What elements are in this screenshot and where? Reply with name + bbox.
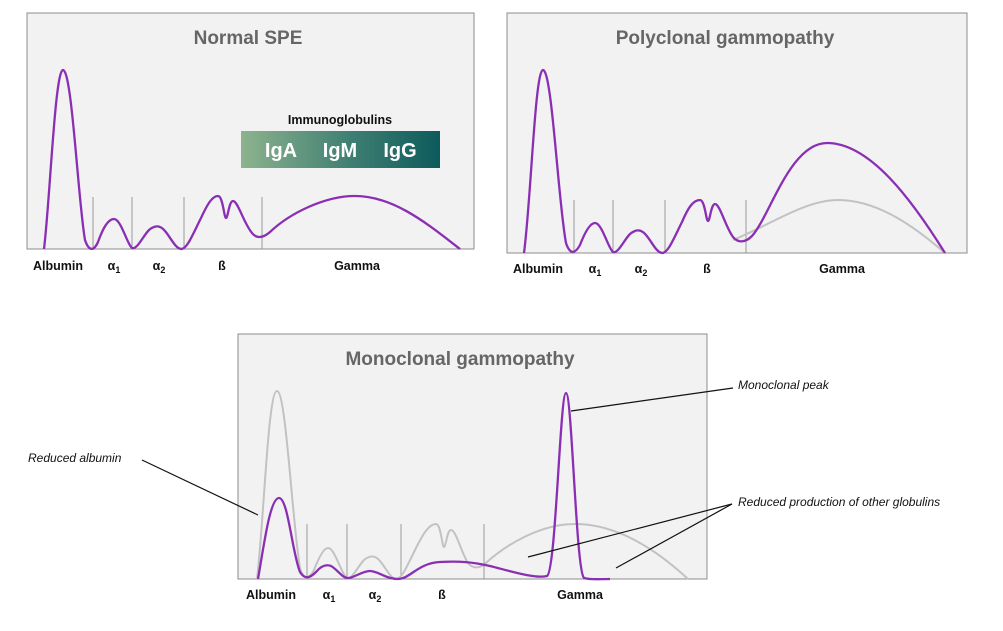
monoclonal-alpha1-label: α1 [323, 588, 336, 604]
reduced-globulins-annotation: Reduced production of other globulins [738, 495, 940, 509]
polyclonal-panel-frame [507, 13, 967, 253]
monoclonal-beta-label: ß [438, 588, 446, 602]
monoclonal-albumin-label: Albumin [246, 588, 296, 602]
immunoglobulins-heading: Immunoglobulins [288, 113, 392, 127]
polyclonal-panel: Polyclonal gammopathy Albumin α1 α2 ß Ga… [507, 13, 967, 278]
normal-alpha1-label: α1 [108, 259, 121, 275]
polyclonal-beta-label: ß [703, 262, 711, 276]
igm-label: IgM [323, 140, 357, 162]
monoclonal-gamma-label: Gamma [557, 588, 604, 602]
normal-gamma-label: Gamma [334, 259, 381, 273]
iga-label: IgA [265, 140, 297, 162]
normal-alpha2-label: α2 [153, 259, 166, 275]
igg-label: IgG [383, 140, 416, 162]
normal-albumin-label: Albumin [33, 259, 83, 273]
polyclonal-fraction-labels: Albumin α1 α2 ß Gamma [513, 262, 866, 278]
normal-spe-panel: Normal SPE Immunoglobulins IgA IgM IgG A… [27, 13, 474, 275]
polyclonal-albumin-label: Albumin [513, 262, 563, 276]
normal-fraction-labels: Albumin α1 α2 ß Gamma [33, 259, 381, 275]
polyclonal-alpha2-label: α2 [635, 262, 648, 278]
monoclonal-panel-frame [238, 334, 707, 579]
polyclonal-gamma-label: Gamma [819, 262, 866, 276]
monoclonal-panel-title: Monoclonal gammopathy [345, 349, 575, 370]
normal-beta-label: ß [218, 259, 226, 273]
monoclonal-alpha2-label: α2 [369, 588, 382, 604]
polyclonal-alpha1-label: α1 [589, 262, 602, 278]
polyclonal-panel-title: Polyclonal gammopathy [616, 28, 835, 49]
monoclonal-peak-annotation: Monoclonal peak [738, 378, 830, 392]
normal-panel-title: Normal SPE [194, 28, 303, 49]
monoclonal-panel: Monoclonal gammopathy Albumin α1 α2 ß Ga… [28, 334, 940, 604]
reduced-albumin-annotation: Reduced albumin [28, 451, 122, 465]
monoclonal-fraction-labels: Albumin α1 α2 ß Gamma [246, 588, 604, 604]
